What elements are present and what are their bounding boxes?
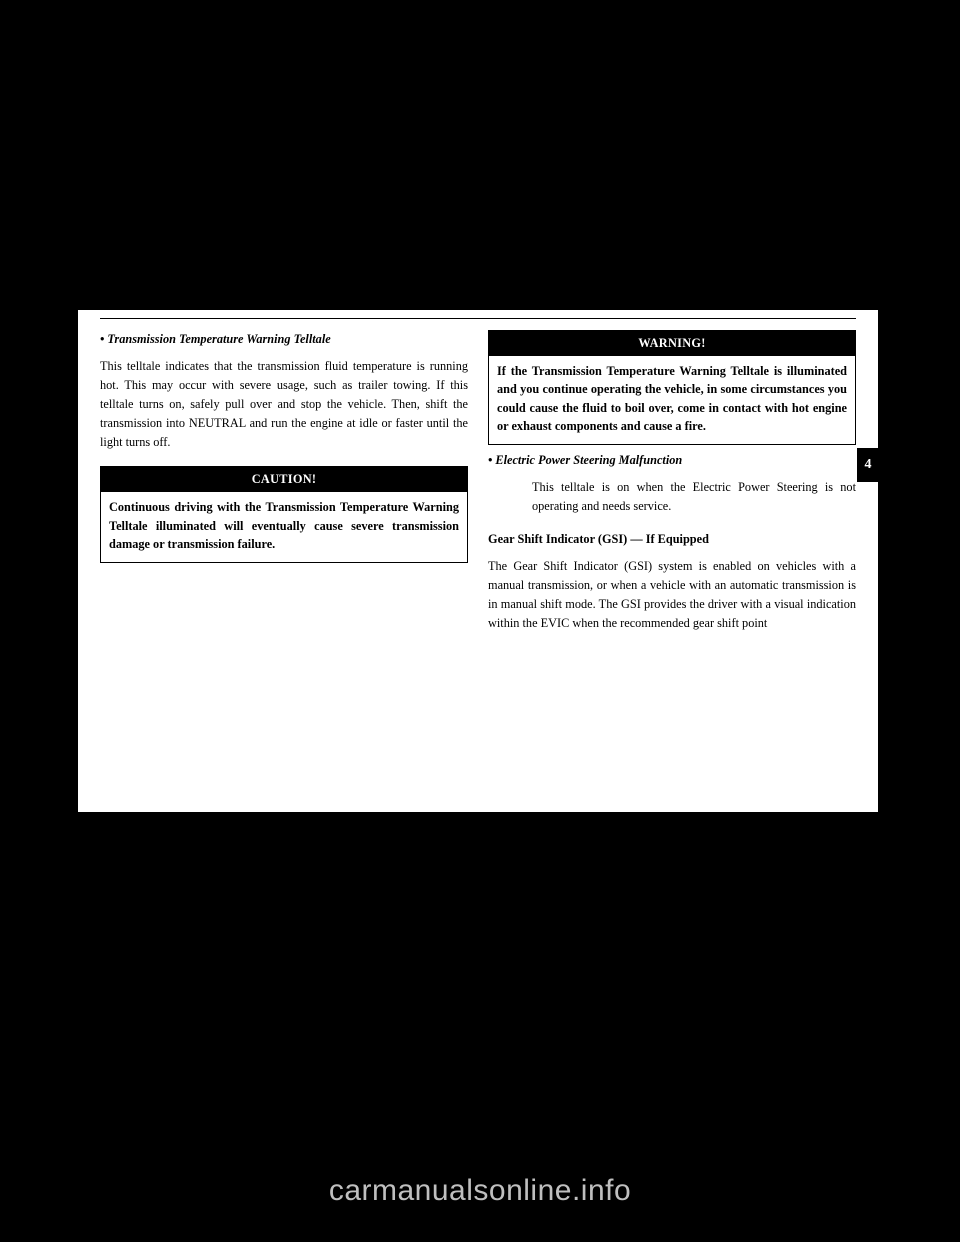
caution-body: Continuous driving with the Transmission… [101, 492, 467, 561]
gsi-heading: Gear Shift Indicator (GSI) — If Equipped [488, 530, 856, 549]
manual-page: UNDERSTANDING YOUR INSTRUMENT PANEL 281 … [78, 310, 878, 812]
bullet-eps-title: • Electric Power Steering Malfunction [488, 451, 856, 470]
gsi-body: The Gear Shift Indicator (GSI) system is… [488, 557, 856, 633]
right-column: WARNING! If the Transmission Temperature… [488, 330, 856, 633]
bullet-transmission-title: • Transmission Temperature Warning Tellt… [100, 330, 468, 349]
watermark-text: carmanualsonline.info [0, 1174, 960, 1208]
body-text: This telltale indicates that the transmi… [100, 359, 468, 449]
warning-body: If the Transmission Temperature Warning … [489, 356, 855, 444]
warning-heading: WARNING! [489, 331, 855, 356]
caution-heading: CAUTION! [101, 467, 467, 492]
running-header: UNDERSTANDING YOUR INSTRUMENT PANEL 281 [675, 304, 856, 312]
caution-box: CAUTION! Continuous driving with the Tra… [100, 466, 468, 562]
section-tab: 4 [857, 448, 879, 482]
bullet-transmission-body: This telltale indicates that the transmi… [100, 357, 468, 452]
header-rule [100, 318, 856, 319]
bullet-eps-body: This telltale is on when the Electric Po… [488, 478, 856, 516]
body-text: This telltale is on when the Electric Po… [488, 478, 856, 516]
left-column: • Transmission Temperature Warning Tellt… [100, 330, 468, 563]
warning-box: WARNING! If the Transmission Temperature… [488, 330, 856, 445]
